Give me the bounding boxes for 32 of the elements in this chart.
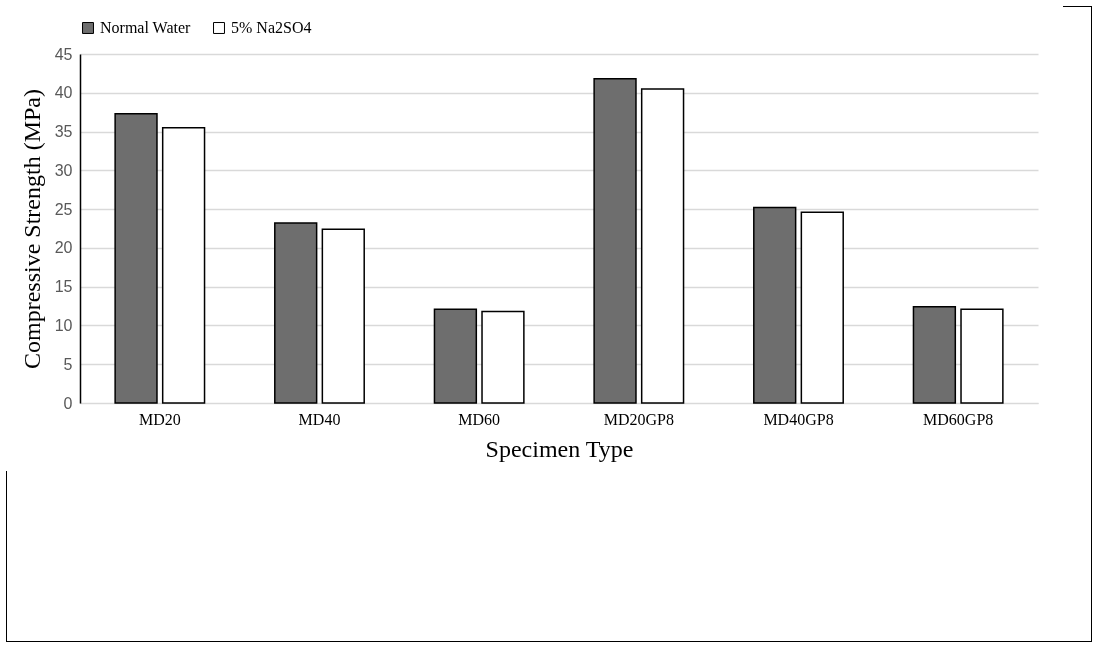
x-tick-label: MD40 [298, 410, 341, 428]
bar [161, 126, 206, 404]
legend-label: 5% Na2SO4 [231, 19, 312, 36]
bar [114, 112, 158, 404]
bar [321, 228, 365, 404]
bar [481, 310, 525, 404]
bar [433, 308, 478, 404]
bar [753, 206, 797, 404]
y-tick-label: 5 [63, 355, 73, 373]
y-tick-label: 10 [54, 316, 73, 334]
y-tick-label: 30 [54, 161, 73, 179]
bar [960, 308, 1004, 404]
bar [912, 306, 957, 404]
x-tick-label: MD20GP8 [603, 410, 674, 428]
bar [640, 88, 685, 404]
x-tick-label: MD20 [138, 410, 181, 428]
y-axis-title: Compressive Strength (MPa) [18, 89, 45, 369]
legend-label: Normal Water [100, 19, 192, 36]
bar [800, 211, 844, 404]
y-tick-label: 15 [54, 278, 73, 296]
bar [593, 78, 637, 404]
bar [274, 222, 318, 404]
y-tick-label: 35 [54, 123, 73, 141]
y-tick-label: 45 [54, 45, 73, 63]
x-tick-label: MD60 [458, 410, 501, 428]
y-tick-label: 0 [63, 394, 73, 412]
x-tick-label: MD40GP8 [763, 410, 834, 428]
x-tick-label: MD60GP8 [923, 410, 994, 428]
x-axis-title: Specimen Type [485, 435, 634, 462]
y-tick-label: 20 [54, 239, 73, 257]
y-tick-label: 25 [54, 200, 73, 218]
y-tick-label: 40 [54, 84, 73, 102]
